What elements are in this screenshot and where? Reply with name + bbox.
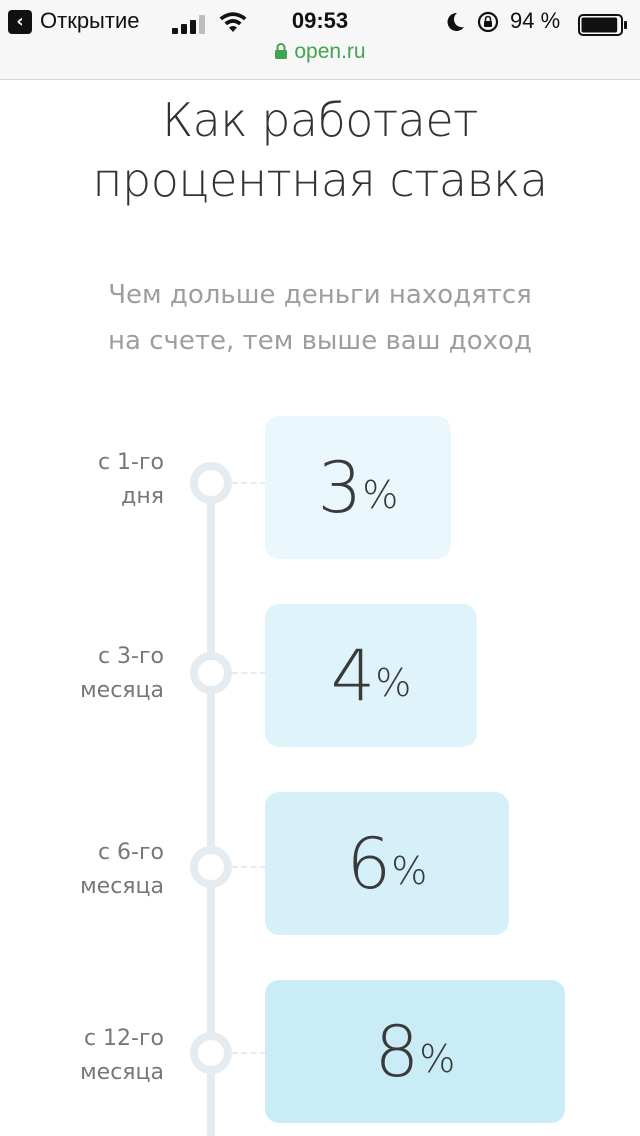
rate-number: 4 — [330, 634, 376, 717]
timeline-connector — [232, 1052, 266, 1054]
rate-card: 8% — [265, 980, 565, 1123]
do-not-disturb-icon — [447, 12, 464, 31]
timeline-node — [190, 652, 232, 694]
battery-percentage: 94 % — [510, 8, 561, 33]
rate-percent-sign: % — [391, 848, 428, 893]
step-label: с 12-го месяца — [4, 1022, 164, 1090]
url-text[interactable]: open.ru — [294, 40, 366, 63]
step-label: с 1-го дня — [4, 446, 164, 514]
rate-percent-sign: % — [419, 1036, 456, 1081]
wifi-icon — [219, 12, 247, 32]
subtitle-line-1: Чем дольше деньги находятся — [108, 280, 532, 310]
rate-number: 8 — [374, 1010, 420, 1093]
step-label-line-2: дня — [121, 484, 164, 509]
rate-number: 3 — [317, 446, 363, 529]
subtitle-line-2: на счете, тем выше ваш доход — [108, 326, 532, 356]
step-label: с 6-го месяца — [4, 836, 164, 904]
timeline-connector — [232, 672, 266, 674]
step-label-line-1: с 1-го — [97, 450, 164, 475]
step-label-line-1: с 12-го — [83, 1026, 164, 1051]
rate-card: 6% — [265, 792, 509, 935]
timeline-line — [207, 482, 215, 1136]
rate-value: 3% — [265, 416, 451, 559]
rate-value: 4% — [265, 604, 477, 747]
step-label-line-2: месяца — [80, 678, 164, 703]
step-label-line-2: месяца — [80, 1060, 164, 1085]
rate-value: 6% — [265, 792, 509, 935]
title-line-2: процентная ставка — [92, 153, 548, 207]
timeline-node — [190, 462, 232, 504]
rate-percent-sign: % — [362, 472, 399, 517]
page-title: Как работает процентная ставка — [0, 90, 640, 210]
back-to-app-icon[interactable]: ‹ — [8, 10, 32, 34]
padlock-icon — [275, 43, 288, 59]
step-label-line-1: с 3-го — [97, 644, 164, 669]
step-label-line-2: месяца — [80, 874, 164, 899]
timeline-node — [190, 1032, 232, 1074]
cellular-signal-icon — [172, 14, 206, 34]
timeline-connector — [232, 482, 266, 484]
status-bar: ‹ Открытие 09:53 94 % — [0, 0, 640, 80]
rate-value: 8% — [265, 980, 565, 1123]
timeline-node — [190, 846, 232, 888]
rotation-lock-icon — [477, 11, 499, 33]
step-label-line-1: с 6-го — [97, 840, 164, 865]
rate-card: 4% — [265, 604, 477, 747]
timeline-connector — [232, 866, 266, 868]
title-line-1: Как работает — [162, 93, 478, 147]
rate-timeline: с 1-го дня 3% с 3-го месяца 4% с 6-го ме… — [0, 400, 640, 1136]
rate-card: 3% — [265, 416, 451, 559]
address-bar[interactable]: open.ru — [0, 40, 640, 64]
page-subtitle: Чем дольше деньги находятся на счете, те… — [0, 272, 640, 364]
step-label: с 3-го месяца — [4, 640, 164, 708]
battery-icon — [578, 14, 627, 36]
back-app-label[interactable]: Открытие — [40, 8, 140, 33]
rate-number: 6 — [346, 822, 392, 905]
rate-percent-sign: % — [375, 660, 412, 705]
